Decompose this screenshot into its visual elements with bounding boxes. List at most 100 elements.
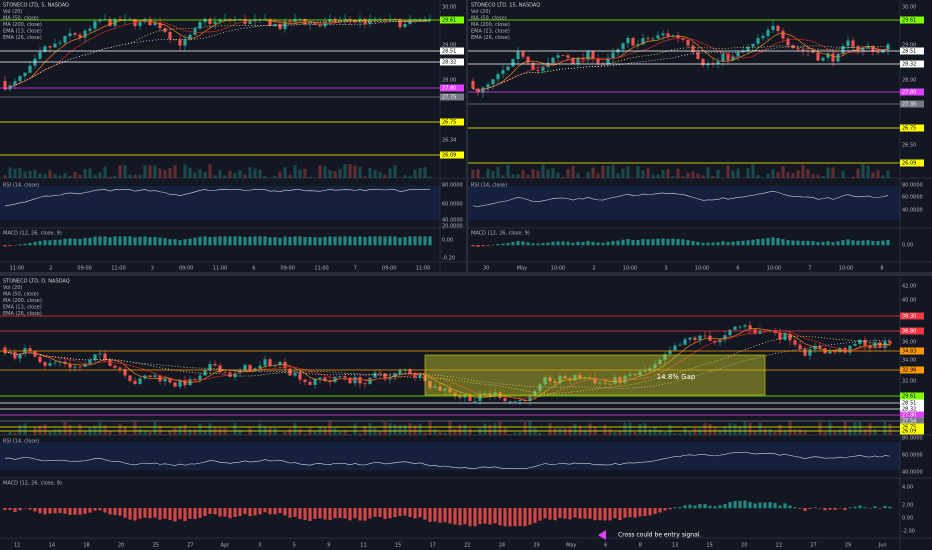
- rsi-label: RSI (14, close): [3, 439, 39, 445]
- volume-bar: [423, 167, 427, 178]
- rsi-line: [4, 189, 430, 207]
- volume-bar: [806, 168, 810, 178]
- macd-bar: [253, 508, 257, 516]
- candle-body: [173, 39, 177, 41]
- macd-bar: [273, 237, 277, 246]
- macd-bar: [818, 508, 822, 509]
- candle-body: [513, 401, 517, 402]
- volume-bar: [63, 421, 67, 435]
- macd-bar: [718, 505, 722, 509]
- legend-entry: EMA (26, close): [471, 35, 510, 41]
- volume-bar: [198, 423, 202, 435]
- volume-bar: [453, 429, 457, 435]
- macd-bar: [103, 508, 107, 513]
- candle-body: [506, 66, 510, 71]
- macd-bar: [566, 241, 570, 246]
- price-badge: [900, 417, 924, 425]
- legend-entry: Vol (20): [471, 9, 490, 15]
- macd-bar: [516, 240, 520, 246]
- volume-bar: [373, 170, 377, 178]
- candle-body: [218, 19, 222, 22]
- volume-bar: [518, 432, 522, 435]
- volume-bar: [881, 175, 885, 178]
- candle-body: [548, 377, 552, 382]
- volume-bar: [158, 168, 162, 178]
- macd-bar: [501, 243, 505, 246]
- macd-bar: [601, 242, 605, 246]
- volume-bar: [511, 174, 515, 178]
- macd-bar: [743, 500, 747, 509]
- candle-body: [686, 39, 690, 46]
- candle-body: [333, 376, 337, 383]
- time-label: 5: [293, 543, 296, 549]
- macd-bar: [543, 508, 547, 519]
- volume-bar: [438, 431, 442, 435]
- time-label: 20: [741, 543, 747, 549]
- volume-bar: [616, 173, 620, 178]
- macd-bar: [68, 508, 72, 516]
- volume-bar: [108, 430, 112, 435]
- candle-body: [836, 54, 840, 62]
- volume-bar: [823, 432, 827, 435]
- time-label: 3: [151, 266, 154, 272]
- time-label: 10:00: [767, 266, 781, 272]
- macd-bar: [853, 506, 857, 509]
- macd-bar: [596, 242, 600, 246]
- volume-bar: [133, 421, 137, 435]
- volume-bar: [418, 167, 422, 178]
- candle-body: [73, 33, 77, 35]
- volume-bar: [358, 433, 362, 435]
- candle-body: [58, 42, 62, 44]
- volume-bar: [866, 165, 870, 178]
- macd-bar: [248, 508, 252, 517]
- macd-bar: [298, 236, 302, 246]
- price-label: 32.98: [902, 368, 916, 374]
- macd-bar: [538, 508, 542, 521]
- candle-body: [293, 373, 297, 376]
- volume-bar: [48, 170, 52, 178]
- macd-bar: [673, 507, 677, 509]
- volume-bar: [821, 176, 825, 178]
- macd-bar: [706, 242, 710, 246]
- candle-body: [283, 361, 287, 369]
- volume-bar: [571, 166, 575, 178]
- volume-bar: [676, 168, 680, 178]
- volume-bar: [743, 421, 747, 435]
- macd-bar: [871, 240, 875, 246]
- candle-body: [783, 333, 787, 340]
- candle-body: [453, 392, 457, 396]
- volume-bar: [393, 424, 397, 435]
- candle-body: [683, 339, 687, 345]
- macd-bar: [263, 236, 267, 246]
- volume-bar: [288, 428, 292, 435]
- volume-bar: [383, 421, 387, 435]
- legend-entry: Vol (20): [3, 9, 22, 15]
- rsi-tick: 80.0000: [902, 183, 923, 189]
- candle-body: [628, 374, 632, 376]
- macd-bar: [751, 239, 755, 246]
- candle-body: [168, 378, 172, 383]
- candle-body: [606, 57, 610, 64]
- volume-bar: [513, 432, 517, 435]
- macd-bar: [93, 236, 97, 246]
- macd-bar: [583, 508, 587, 519]
- candle-body: [78, 366, 82, 368]
- macd-bar: [833, 508, 837, 510]
- macd-bar: [633, 508, 637, 518]
- candle-body: [803, 348, 807, 356]
- volume-bar: [463, 424, 467, 435]
- candle-body: [766, 29, 770, 36]
- price-label: 27.80: [902, 413, 916, 419]
- macd-bar: [798, 508, 802, 509]
- macd-bar: [383, 508, 387, 520]
- macd-bar: [38, 240, 42, 246]
- volume-bar: [293, 165, 297, 178]
- macd-bar: [53, 239, 57, 246]
- price-label: 36.00: [902, 340, 916, 346]
- volume-bar: [413, 169, 417, 178]
- macd-bar: [278, 237, 282, 246]
- time-label: 24: [499, 543, 505, 549]
- macd-bar: [33, 241, 37, 246]
- macd-bar: [218, 508, 222, 517]
- macd-bar: [651, 239, 655, 246]
